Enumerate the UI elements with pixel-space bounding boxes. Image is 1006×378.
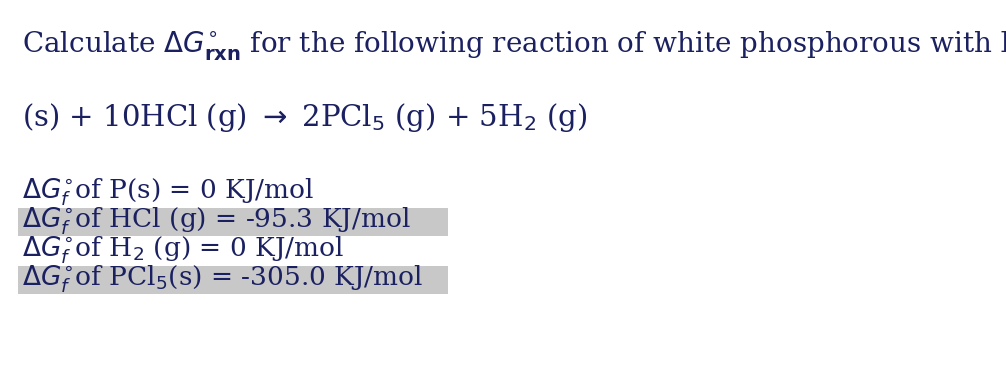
Text: Calculate $\Delta G^{\circ}_{\mathbf{rxn}}$ for the following reaction of white : Calculate $\Delta G^{\circ}_{\mathbf{rxn… — [22, 28, 1006, 62]
Text: $\Delta G^{\circ}_{f}$of P(s) = 0 KJ/mol: $\Delta G^{\circ}_{f}$of P(s) = 0 KJ/mol — [22, 176, 314, 208]
Bar — [18, 208, 448, 236]
Text: $\Delta G^{\circ}_{f}$of PCl$_{5}$(s) = -305.0 KJ/mol: $\Delta G^{\circ}_{f}$of PCl$_{5}$(s) = … — [22, 263, 424, 295]
Text: $\Delta G^{\circ}_{f}$of H$_{2}$ (g) = 0 KJ/mol: $\Delta G^{\circ}_{f}$of H$_{2}$ (g) = 0… — [22, 234, 344, 266]
Bar — [18, 266, 448, 294]
Text: $\Delta G^{\circ}_{f}$of HCl (g) = -95.3 KJ/mol: $\Delta G^{\circ}_{f}$of HCl (g) = -95.3… — [22, 205, 410, 237]
Text: (s) + 10HCl (g) $\rightarrow$ 2PCl$_{5}$ (g) + 5H$_{2}$ (g): (s) + 10HCl (g) $\rightarrow$ 2PCl$_{5}$… — [22, 102, 588, 135]
